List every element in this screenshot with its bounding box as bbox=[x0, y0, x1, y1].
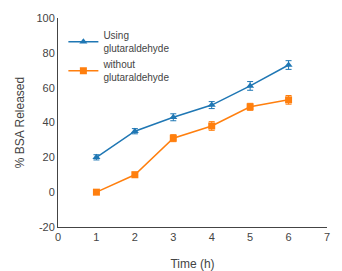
svg-text:80: 80 bbox=[43, 47, 55, 59]
svg-text:0: 0 bbox=[55, 231, 61, 243]
svg-text:% BSA Released: % BSA Released bbox=[13, 77, 27, 168]
svg-text:Usingglutaraldehyde: Usingglutaraldehyde bbox=[103, 30, 169, 54]
svg-text:1: 1 bbox=[93, 231, 99, 243]
svg-text:7: 7 bbox=[324, 231, 330, 243]
svg-text:40: 40 bbox=[43, 116, 55, 128]
svg-text:100: 100 bbox=[36, 12, 54, 24]
svg-text:5: 5 bbox=[247, 231, 253, 243]
svg-text:20: 20 bbox=[43, 151, 55, 163]
svg-text:3: 3 bbox=[170, 231, 176, 243]
svg-text:4: 4 bbox=[209, 231, 215, 243]
svg-text:withoutglutaraldehyde: withoutglutaraldehyde bbox=[102, 59, 169, 83]
svg-text:Time (h): Time (h) bbox=[170, 257, 214, 271]
svg-text:60: 60 bbox=[43, 82, 55, 94]
svg-text:2: 2 bbox=[132, 231, 138, 243]
svg-text:6: 6 bbox=[286, 231, 292, 243]
svg-text:0: 0 bbox=[49, 186, 55, 198]
svg-text:-20: -20 bbox=[39, 221, 55, 233]
